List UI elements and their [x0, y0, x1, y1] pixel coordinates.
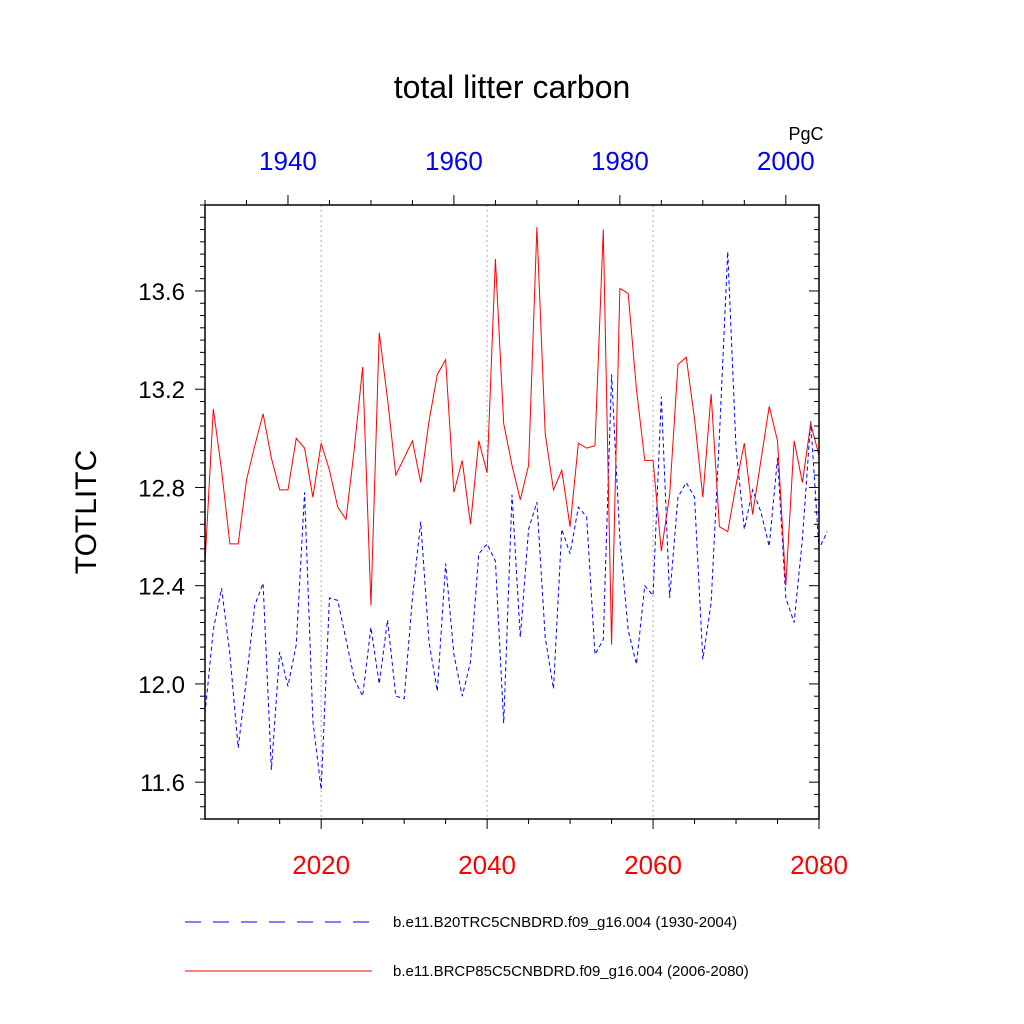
series-line-historical: [204, 251, 828, 790]
y-tick-label: 13.2: [138, 377, 185, 404]
series-layer: [204, 227, 828, 790]
bottom-tick-label: 2060: [624, 850, 682, 880]
grid-layer: [320, 205, 654, 819]
y-tick-label: 11.6: [140, 770, 185, 797]
legend-label-historical: b.e11.B20TRC5CNBDRD.f09_g16.004 (1930-20…: [393, 914, 737, 931]
y-tick-label: 13.6: [138, 279, 185, 306]
top-tick-label: 1980: [591, 146, 649, 176]
y-tick-label: 12.8: [138, 475, 185, 502]
legend: b.e11.B20TRC5CNBDRD.f09_g16.004 (1930-20…: [185, 914, 749, 980]
bottom-tick-label: 2080: [790, 850, 848, 880]
top-tick-label: 2000: [757, 146, 815, 176]
y-tick-label: 12.0: [138, 672, 185, 699]
legend-label-rcp85: b.e11.BRCP85C5CNBDRD.f09_g16.004 (2006-2…: [393, 963, 749, 980]
chart-title: total litter carbon: [394, 69, 631, 105]
y-axis-label: TOTLITC: [70, 450, 103, 574]
bottom-tick-label: 2020: [292, 850, 350, 880]
series-line-rcp85: [204, 227, 820, 645]
units-label: PgC: [788, 124, 823, 144]
y-tick-label: 12.4: [138, 574, 185, 601]
bottom-tick-label: 2040: [458, 850, 516, 880]
top-tick-label: 1940: [259, 146, 317, 176]
axes-layer: 11.6 12.0 12.4 12.8 13.2 13.6 2020 2040 2060 2080…: [138, 146, 848, 880]
top-tick-label: 1960: [425, 146, 483, 176]
